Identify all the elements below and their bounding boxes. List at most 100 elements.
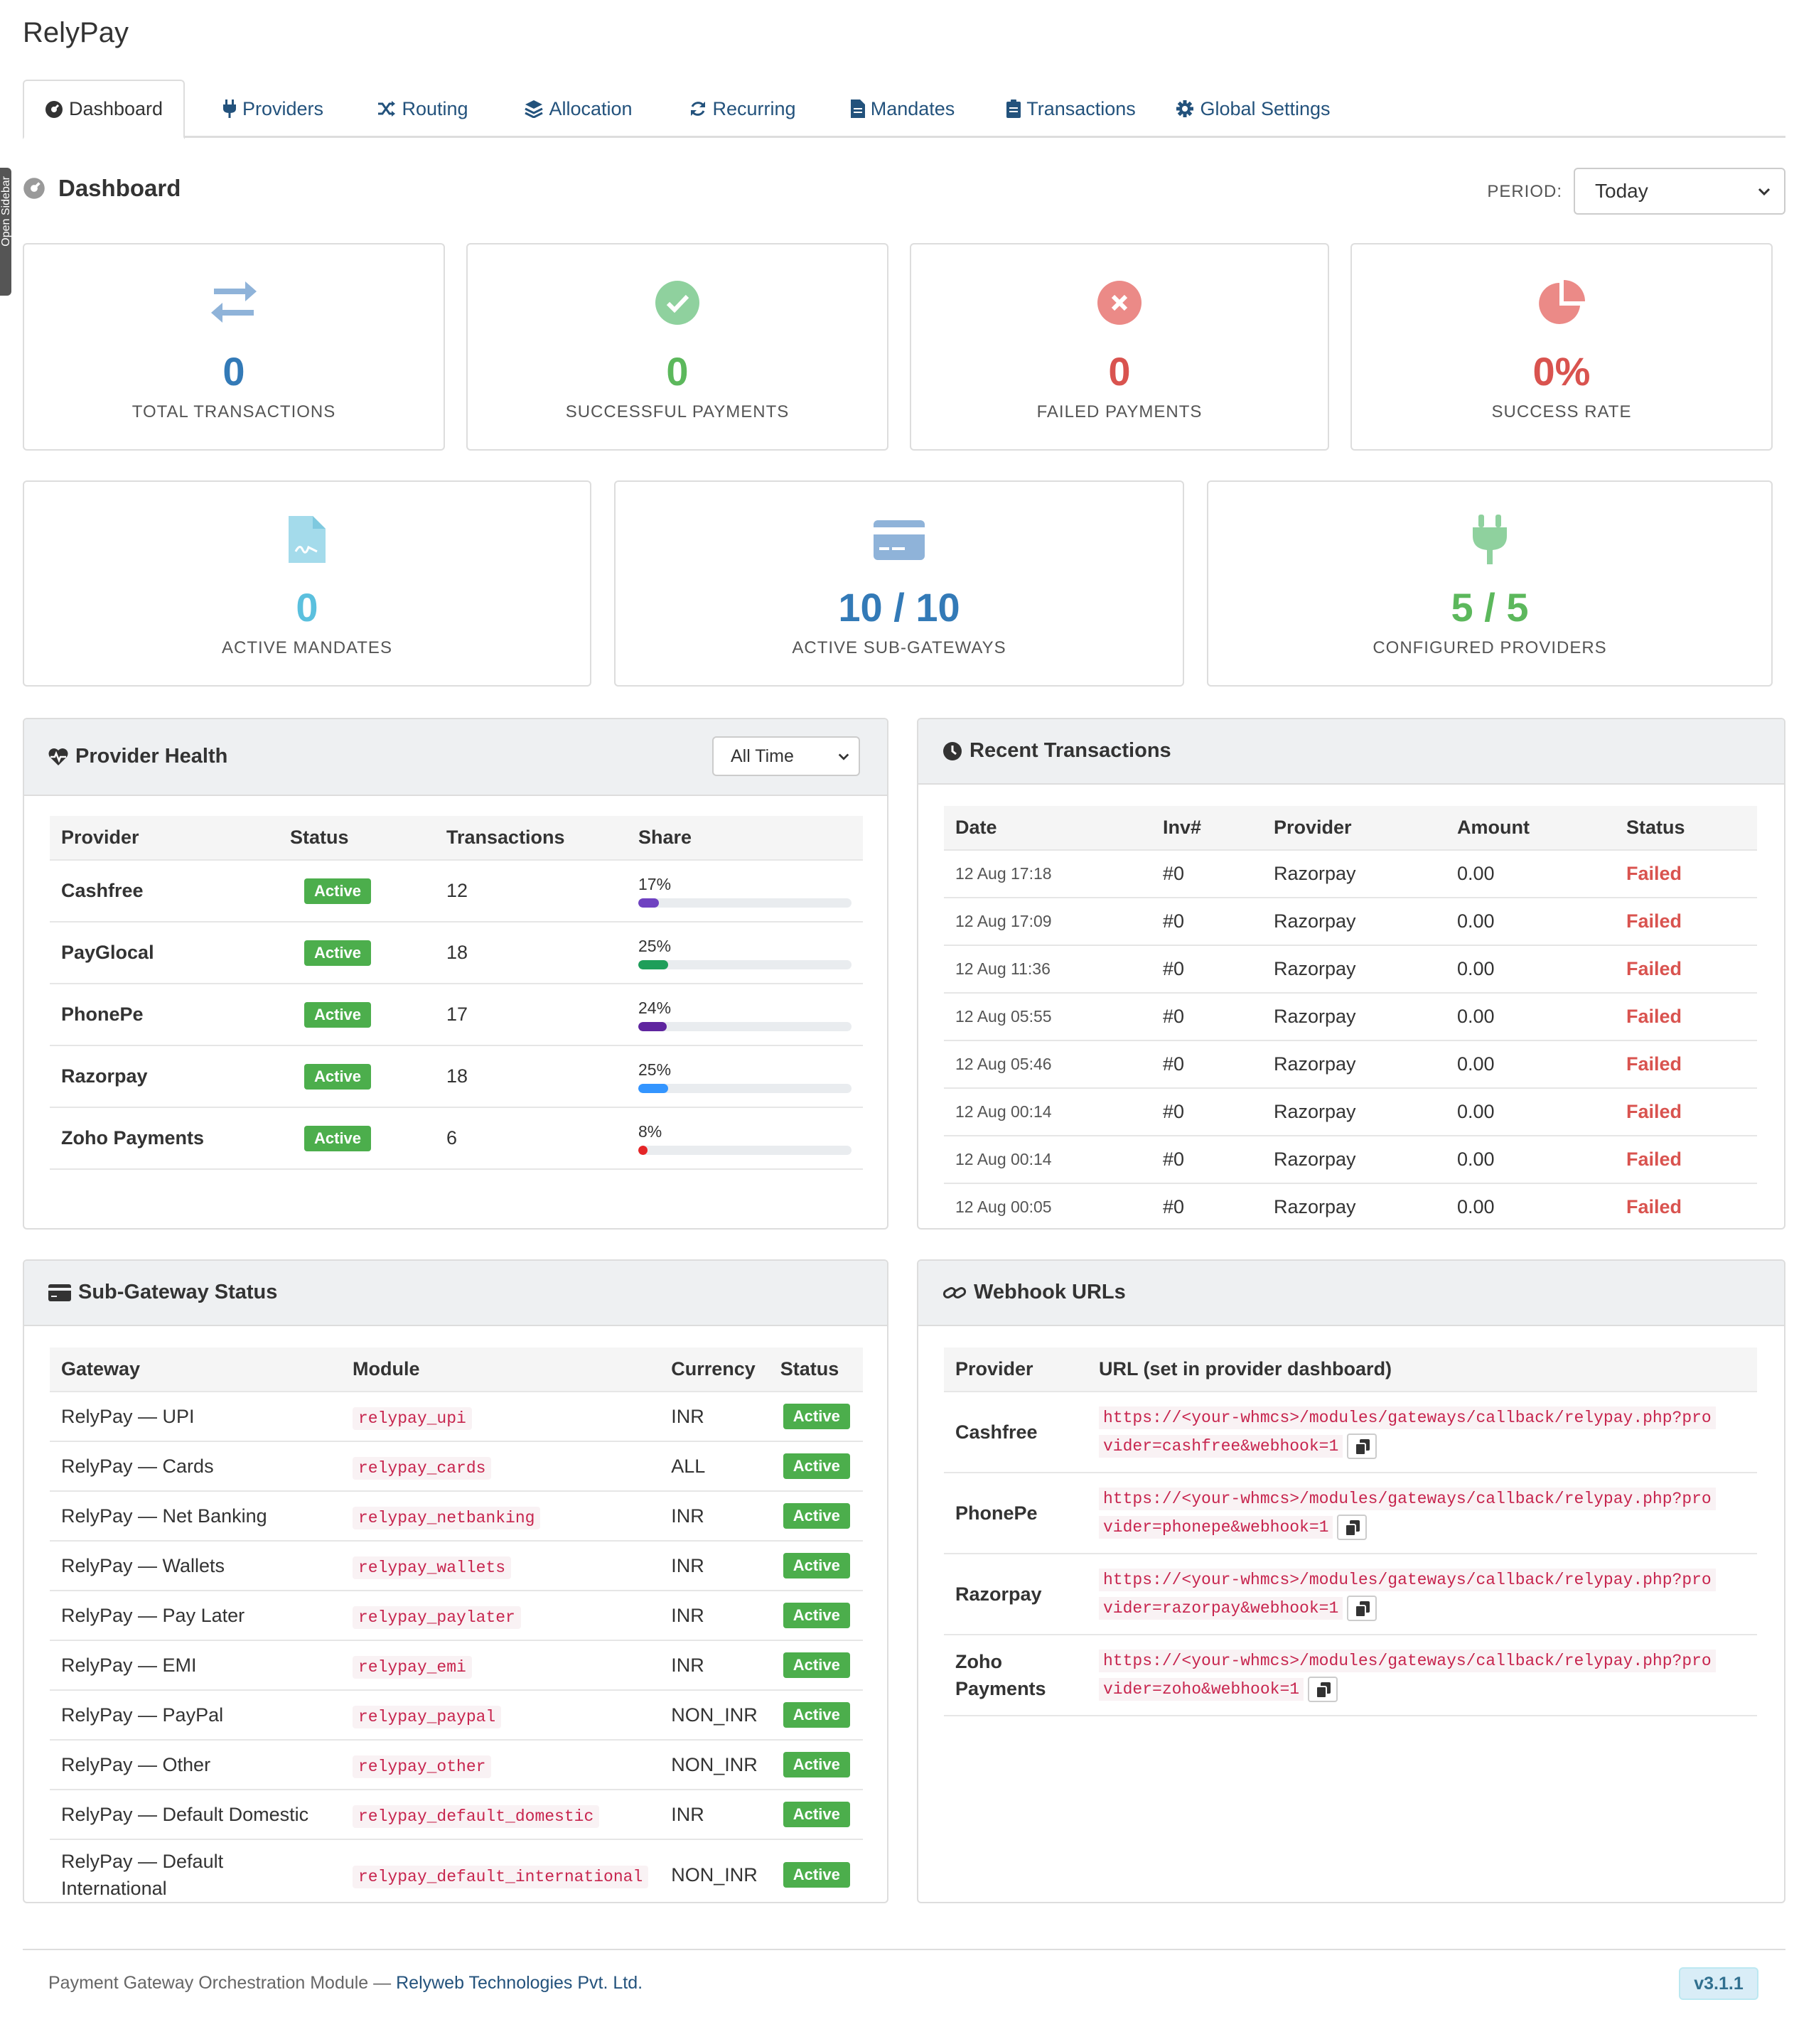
status-text: Failed	[1615, 1087, 1757, 1136]
plug-icon	[1473, 515, 1507, 564]
status-text: Failed	[1615, 897, 1757, 945]
status-badge: Active	[783, 1603, 850, 1628]
status-text: Failed	[1615, 1040, 1757, 1088]
page-title: Dashboard	[23, 175, 181, 202]
table-row: PayGlocal Active 18 25%	[50, 921, 863, 984]
app-title: RelyPay	[23, 17, 129, 48]
tab-transactions[interactable]: Transactions	[987, 80, 1156, 138]
module-code: relypay_netbanking	[353, 1506, 541, 1529]
dashboard-icon	[23, 178, 45, 199]
table-row: RelyPay — Net Banking relypay_netbanking I…	[50, 1490, 863, 1541]
period-select[interactable]: Today	[1574, 168, 1785, 215]
nav-tabs: Dashboard Providers Routing Allocation R…	[23, 80, 1785, 139]
table-row: RelyPay — Default Domestic relypay_defaul…	[50, 1789, 863, 1839]
table-row: Cashfree Active 12 17%	[50, 859, 863, 922]
table-row: PhonePe https://<your-whmcs>/modules/gate…	[944, 1472, 1757, 1554]
chevron-down-icon	[838, 753, 849, 760]
company-link[interactable]: Relyweb Technologies Pvt. Ltd.	[396, 1973, 643, 1993]
exchange-icon	[211, 281, 257, 323]
status-badge: Active	[304, 1001, 372, 1028]
times-circle-icon	[1097, 281, 1142, 325]
tab-routing[interactable]: Routing	[355, 80, 490, 138]
copy-button[interactable]	[1347, 1433, 1377, 1459]
status-badge: Active	[783, 1453, 850, 1479]
table-row: 12 Aug 05:46 #0 Razorpay 0.00 Failed	[944, 1040, 1757, 1088]
version-badge: v3.1.1	[1679, 1967, 1758, 2000]
webhook-urls-panel: Webhook URLs Provider URL (set in provid…	[917, 1259, 1785, 1903]
copy-icon	[1355, 1601, 1370, 1617]
table-row: RelyPay — Cards relypay_cards ALL Active	[50, 1441, 863, 1491]
table-row: 12 Aug 11:36 #0 Razorpay 0.00 Failed	[944, 945, 1757, 993]
credit-card-icon	[874, 520, 925, 560]
table-row: Zoho Payments https://<your-whmcs>/module…	[944, 1634, 1757, 1716]
status-badge: Active	[304, 1063, 372, 1090]
sub-gateway-table: Gateway Module Currency Status RelyPay —…	[50, 1348, 863, 1902]
status-text: Failed	[1615, 992, 1757, 1040]
stat-failed-payments: 0 FAILED PAYMENTS	[910, 243, 1329, 451]
tab-dashboard[interactable]: Dashboard	[23, 80, 185, 139]
page-header: Dashboard PERIOD: Today	[23, 168, 1785, 215]
stat-successful-payments: 0 SUCCESSFUL PAYMENTS	[466, 243, 888, 451]
clock-icon	[943, 741, 962, 760]
recent-transactions-table: Date Inv# Provider Amount Status 12 Aug …	[944, 806, 1757, 1228]
webhook-url: https://<your-whmcs>/modules/gateways/ca…	[1099, 1647, 1746, 1704]
table-row: RelyPay — UPI relypay_upi INR Active	[50, 1391, 863, 1441]
heartbeat-icon	[48, 748, 68, 765]
copy-icon	[1355, 1438, 1370, 1455]
copy-button[interactable]	[1308, 1676, 1338, 1702]
status-badge: Active	[783, 1752, 850, 1777]
module-code: relypay_default_international	[353, 1865, 649, 1888]
status-badge: Active	[783, 1702, 850, 1728]
status-badge: Active	[783, 1553, 850, 1578]
file-icon	[850, 99, 865, 118]
status-text: Failed	[1615, 945, 1757, 993]
module-code: relypay_wallets	[353, 1556, 512, 1579]
module-code: relypay_paylater	[353, 1605, 521, 1629]
sub-gateway-status-title: Sub-Gateway Status	[48, 1281, 277, 1304]
stat-active-sub-gateways: 10 / 10 ACTIVE SUB-GATEWAYS	[614, 480, 1184, 687]
pie-chart-icon	[1539, 280, 1585, 324]
footer-divider	[23, 1949, 1785, 1950]
status-badge: Active	[783, 1404, 850, 1429]
status-text: Failed	[1615, 1183, 1757, 1228]
table-row: Razorpay Active 18 25%	[50, 1045, 863, 1107]
provider-health-title: Provider Health	[48, 745, 227, 768]
status-text: Failed	[1615, 849, 1757, 898]
period-label: PERIOD:	[1487, 182, 1562, 201]
dashboard-icon	[45, 100, 63, 118]
tab-recurring[interactable]: Recurring	[667, 80, 819, 138]
tab-mandates[interactable]: Mandates	[827, 80, 978, 138]
open-sidebar-toggle[interactable]: Open Sidebar	[0, 168, 11, 296]
credit-card-icon	[48, 1284, 71, 1301]
table-row: 12 Aug 00:05 #0 Razorpay 0.00 Failed	[944, 1183, 1757, 1228]
tab-global-settings[interactable]: Global Settings	[1163, 80, 1343, 138]
recent-transactions-title: Recent Transactions	[942, 739, 1171, 763]
table-row: Cashfree https://<your-whmcs>/modules/gat…	[944, 1391, 1757, 1473]
tab-allocation[interactable]: Allocation	[499, 80, 658, 138]
table-row: 12 Aug 05:55 #0 Razorpay 0.00 Failed	[944, 992, 1757, 1040]
share-progress-bar	[638, 959, 852, 969]
status-badge: Active	[783, 1652, 850, 1678]
provider-health-panel: Provider Health All Time Provider Status…	[23, 718, 888, 1230]
tab-providers[interactable]: Providers	[202, 80, 344, 138]
copy-button[interactable]	[1347, 1595, 1377, 1621]
layers-icon	[525, 100, 544, 118]
module-code: relypay_default_domestic	[353, 1804, 600, 1828]
share-progress-bar	[638, 1083, 852, 1093]
status-badge: Active	[304, 1125, 372, 1151]
refresh-icon	[691, 102, 706, 116]
module-code: relypay_paypal	[353, 1705, 502, 1728]
table-row: 12 Aug 17:18 #0 Razorpay 0.00 Failed	[944, 849, 1757, 898]
status-text: Failed	[1615, 1135, 1757, 1183]
module-code: relypay_emi	[353, 1655, 472, 1679]
clipboard-icon	[1006, 99, 1021, 118]
provider-health-filter-select[interactable]: All Time	[712, 736, 860, 776]
stat-total-transactions: 0 TOTAL TRANSACTIONS	[23, 243, 445, 451]
table-row: RelyPay — Pay Later relypay_paylater INR Ac…	[50, 1590, 863, 1640]
status-badge: Active	[304, 878, 372, 904]
table-row: Zoho Payments Active 6 8%	[50, 1107, 863, 1170]
stat-configured-providers: 5 / 5 CONFIGURED PROVIDERS	[1207, 480, 1773, 687]
webhook-url: https://<your-whmcs>/modules/gateways/ca…	[1099, 1404, 1746, 1461]
plug-icon	[222, 99, 236, 118]
copy-button[interactable]	[1337, 1514, 1368, 1540]
